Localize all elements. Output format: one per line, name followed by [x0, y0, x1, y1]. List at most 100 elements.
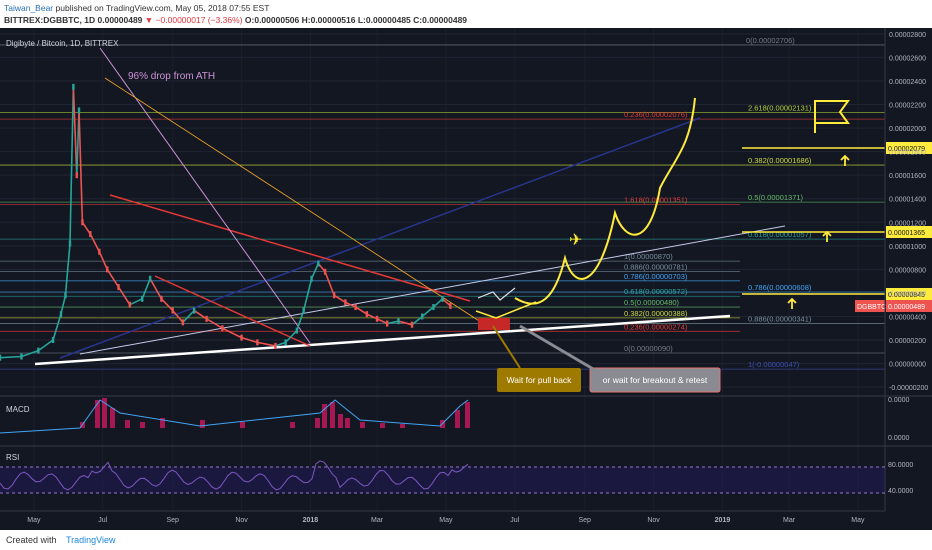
- resistance-trendline-2: [154, 275, 311, 347]
- x-tick-label: Sep: [578, 517, 591, 524]
- candle: [51, 337, 55, 344]
- projection-curve: [514, 97, 696, 305]
- candle: [141, 295, 144, 302]
- chart-svg[interactable]: 0(0.00002706) 2.618(0.00002131) 0.236(0.00…: [0, 28, 932, 530]
- price-segment: [64, 243, 71, 296]
- symbol-line: BITTREX:DGBBTC, 1D 0.00000489 ▼ −0.00000…: [4, 15, 467, 25]
- price-segment: [324, 271, 335, 296]
- macd-bar: [360, 422, 365, 428]
- candle: [441, 295, 444, 302]
- candle: [365, 311, 369, 318]
- rsi-label: RSI: [6, 453, 19, 462]
- fib-label: 1(0.00000870): [624, 252, 673, 261]
- price-change: ▼ −0.00000017 (−3.36%): [144, 15, 243, 25]
- last-price-box: [886, 299, 932, 312]
- macd-bar: [338, 414, 343, 428]
- candle: [59, 311, 63, 318]
- price-segment: [241, 336, 258, 344]
- fib-label: 0.786(0.00000703): [624, 272, 688, 281]
- chart-title: Digibyte / Bitcoin, 1D, BITTREX: [6, 39, 119, 48]
- candle: [420, 313, 424, 320]
- fib-label: 1.618(0.00001351): [624, 195, 688, 204]
- candle: [64, 292, 67, 299]
- macd-bar: [240, 422, 245, 428]
- target-price-box: [886, 226, 932, 238]
- candle: [317, 260, 320, 267]
- x-tick-label: 2018: [303, 517, 319, 524]
- symbol-tag-label: DGBBTC: [857, 304, 886, 311]
- candle: [68, 240, 72, 247]
- macd-bar: [465, 402, 470, 428]
- chart-area: 0(0.00002706) 2.618(0.00002131) 0.236(0.00…: [0, 28, 932, 530]
- grid-lines: [0, 28, 885, 511]
- pullback-text: Wait for pull back: [507, 375, 573, 385]
- candle: [274, 342, 277, 349]
- y-tick-label: 0.00000000: [889, 362, 926, 369]
- x-tick-label: May: [27, 517, 41, 524]
- tradingview-logo[interactable]: TradingView: [66, 535, 116, 545]
- author-link[interactable]: Taiwan_Bear: [4, 3, 54, 13]
- x-tick-label: Sep: [166, 517, 179, 524]
- candle: [117, 284, 120, 291]
- candle: [171, 307, 174, 314]
- candle: [354, 304, 357, 311]
- y-tick-label: 0.00000800: [889, 267, 926, 274]
- y-tick-label: 0.00001200: [889, 220, 926, 227]
- price-segment: [129, 298, 143, 306]
- support-trendline: [34, 314, 731, 366]
- fib-label: 1(-0.00000047): [748, 360, 800, 369]
- x-tick-label: Nov: [235, 517, 248, 524]
- annotations: Digibyte / Bitcoin, 1D, BITTREX 96% drop …: [6, 39, 932, 393]
- price-segment: [37, 339, 54, 352]
- candle: [221, 325, 224, 332]
- fib-label: 0.618(0.00001057): [748, 230, 812, 239]
- candle: [77, 107, 81, 114]
- price-segment: [333, 294, 346, 304]
- footer: Created with TradingView: [0, 530, 932, 550]
- x-tick-label: Jul: [98, 517, 107, 524]
- price-segment: [89, 233, 101, 253]
- candle: [81, 219, 84, 226]
- price-segment: [106, 268, 120, 288]
- price-segment: [206, 318, 223, 329]
- channel-trendline: [59, 117, 701, 359]
- price-segment: [72, 86, 78, 176]
- candle: [410, 321, 414, 328]
- y-tick-label: 0.00002000: [889, 126, 926, 133]
- fib-label: 0(0.00000090): [624, 344, 673, 353]
- price-segment: [52, 313, 62, 341]
- drop-annotation: 96% drop from ATH: [128, 71, 215, 82]
- macd-bar: [345, 418, 350, 428]
- rsi-tick: 40.0000: [888, 488, 913, 495]
- macd-bar: [400, 424, 405, 428]
- time-axis: May Jul Sep Nov 2018 Mar May Jul Sep Nov 2019 Mar Ma…: [0, 510, 885, 524]
- candle: [295, 327, 299, 334]
- candle: [20, 353, 23, 360]
- price-segment: [302, 278, 313, 311]
- macd-bar: [322, 404, 327, 428]
- price-segment: [69, 86, 75, 244]
- candle: [89, 231, 92, 238]
- macd-bar: [380, 423, 385, 428]
- fib-label: 0.618(0.00000572): [624, 287, 688, 296]
- symbol-tag: [855, 299, 885, 312]
- x-tick-label: Jul: [510, 517, 519, 524]
- publish-header: Taiwan_Bear published on TradingView.com…: [0, 0, 932, 28]
- indicator-panes: MACD 0.0000 0.0000 RSI 80.0000 40.0000: [0, 395, 932, 495]
- macd-line: [0, 399, 469, 434]
- breakout-pointer: [519, 324, 601, 375]
- y-tick-label: -0.00000200: [889, 385, 928, 392]
- target-price-label: 0.00001365: [888, 230, 925, 237]
- price-segment: [141, 278, 151, 300]
- breakout-text: or wait for breakout & retest: [603, 375, 708, 385]
- fib-label: 0.5(0.00001371): [748, 193, 804, 202]
- candle: [284, 339, 287, 346]
- candle: [432, 304, 435, 311]
- candle: [385, 320, 389, 327]
- price-axis: 0.00002800 0.00002600 0.00002400 0.00002200…: [884, 28, 928, 511]
- pullback-box: [497, 368, 581, 392]
- candle: [37, 347, 40, 354]
- macd-bar: [110, 408, 115, 428]
- trend-lines: [34, 47, 786, 366]
- fib-label: 0.886(0.00000781): [624, 263, 688, 272]
